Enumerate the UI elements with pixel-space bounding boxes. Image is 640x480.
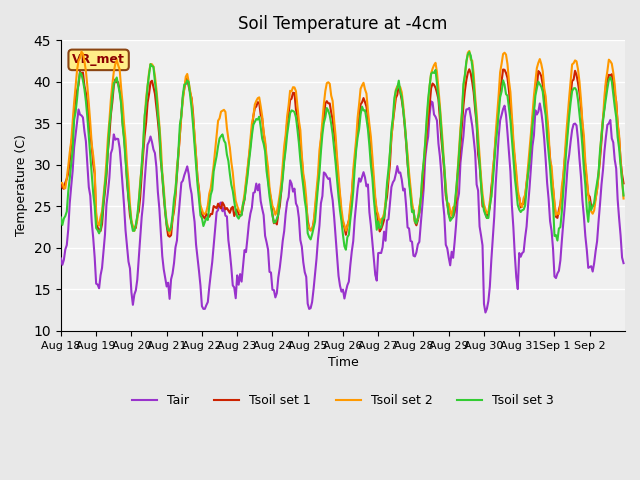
Tair bbox=[428, 98, 435, 104]
Tsoil set 3 bbox=[618, 178, 626, 183]
Tair bbox=[460, 133, 467, 139]
Tsoil set 1 bbox=[94, 225, 102, 230]
Text: VR_met: VR_met bbox=[72, 53, 125, 66]
Line: Tsoil set 1: Tsoil set 1 bbox=[61, 69, 623, 237]
Line: Tsoil set 2: Tsoil set 2 bbox=[61, 51, 623, 234]
Tair bbox=[76, 112, 84, 118]
Tsoil set 1 bbox=[76, 69, 84, 74]
Tsoil set 2 bbox=[618, 177, 626, 183]
Tsoil set 2 bbox=[94, 221, 102, 227]
Tsoil set 1 bbox=[545, 138, 552, 144]
Tair bbox=[618, 254, 626, 260]
Tsoil set 1 bbox=[460, 103, 467, 108]
Tsoil set 3 bbox=[76, 70, 84, 75]
Tsoil set 2 bbox=[76, 55, 84, 61]
Tsoil set 3 bbox=[348, 204, 356, 210]
Tair bbox=[94, 282, 102, 288]
Tsoil set 3 bbox=[342, 247, 349, 252]
Tsoil set 3 bbox=[545, 150, 552, 156]
Legend: Tair, Tsoil set 1, Tsoil set 2, Tsoil set 3: Tair, Tsoil set 1, Tsoil set 2, Tsoil se… bbox=[127, 389, 559, 412]
Tsoil set 2 bbox=[460, 86, 467, 92]
Tair bbox=[482, 310, 490, 315]
Tsoil set 3 bbox=[460, 81, 467, 87]
Tsoil set 1 bbox=[465, 66, 473, 72]
Line: Tair: Tair bbox=[61, 101, 623, 312]
Tsoil set 3 bbox=[94, 228, 102, 233]
Tsoil set 1 bbox=[348, 192, 356, 198]
Tsoil set 2 bbox=[465, 48, 473, 54]
Tsoil set 2 bbox=[620, 196, 627, 202]
Tair bbox=[57, 255, 65, 261]
Tsoil set 3 bbox=[620, 192, 627, 198]
Tsoil set 1 bbox=[166, 234, 173, 240]
Tsoil set 1 bbox=[620, 180, 627, 186]
Title: Soil Temperature at -4cm: Soil Temperature at -4cm bbox=[238, 15, 447, 33]
Tsoil set 3 bbox=[465, 49, 473, 55]
Tsoil set 2 bbox=[545, 130, 552, 135]
Tsoil set 2 bbox=[57, 180, 65, 186]
Tsoil set 3 bbox=[57, 215, 65, 220]
Tsoil set 1 bbox=[618, 171, 626, 177]
X-axis label: Time: Time bbox=[328, 356, 358, 369]
Tsoil set 2 bbox=[348, 191, 356, 197]
Tair bbox=[620, 260, 627, 266]
Tair bbox=[346, 263, 354, 268]
Tair bbox=[545, 196, 552, 202]
Tsoil set 2 bbox=[166, 231, 173, 237]
Line: Tsoil set 3: Tsoil set 3 bbox=[61, 52, 623, 250]
Y-axis label: Temperature (C): Temperature (C) bbox=[15, 134, 28, 237]
Tsoil set 1 bbox=[57, 181, 65, 187]
